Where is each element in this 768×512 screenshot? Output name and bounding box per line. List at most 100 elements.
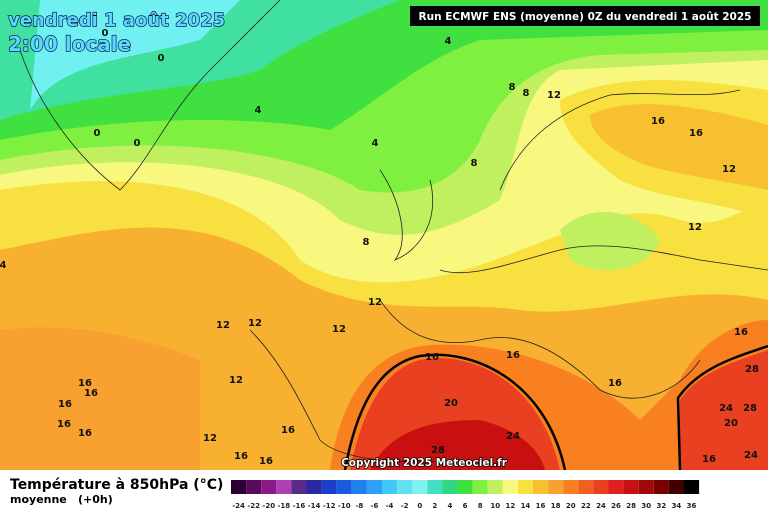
contour-label: 12 <box>368 297 382 308</box>
colorbar-swatch <box>231 480 247 494</box>
colorbar-swatch <box>548 480 564 494</box>
contour-label: 12 <box>547 90 561 101</box>
colorbar-tick: -12 <box>323 502 336 510</box>
contour-label: 16 <box>689 128 703 139</box>
contour-label: 24 <box>719 403 733 414</box>
colorbar-swatch <box>623 480 639 494</box>
map-fields <box>0 0 768 470</box>
colorbar-tick: 14 <box>521 502 531 510</box>
contour-label: 12 <box>722 164 736 175</box>
colorbar-tick: -16 <box>293 502 306 510</box>
colorbar-swatch <box>366 480 382 494</box>
colorbar-swatch <box>593 480 609 494</box>
colorbar-swatch <box>427 480 443 494</box>
colorbar-tick: 26 <box>611 502 621 510</box>
contour-label: 16 <box>259 456 273 467</box>
colorbar: -24 -22 -20 -18 -16 -14 -12 -10 -8 -6 -4 -2 0 2 4 6 8 10 1… <box>231 480 700 510</box>
contour-label: 4 <box>255 105 262 116</box>
colorbar-swatch <box>276 480 292 494</box>
colorbar-swatch <box>351 480 367 494</box>
contour-label: 20 <box>444 398 458 409</box>
run-info: Run ECMWF ENS (moyenne) 0Z du vendredi 1… <box>419 11 752 23</box>
contour-label: 0 <box>158 53 165 64</box>
contour-label: 16 <box>78 428 92 439</box>
contour-label: 4 <box>372 138 379 149</box>
colorbar-swatch <box>653 480 669 494</box>
colorbar-tick: -8 <box>355 502 363 510</box>
contour-label: 12 <box>203 433 217 444</box>
colorbar-swatch <box>261 480 277 494</box>
contour-label: 24 <box>506 431 520 442</box>
colorbar-swatch <box>457 480 473 494</box>
colorbar-swatch <box>246 480 262 494</box>
colorbar-tick: 24 <box>596 502 606 510</box>
contour-label: 16 <box>78 378 92 389</box>
colorbar-swatch <box>608 480 624 494</box>
contour-label: 8 <box>471 158 478 169</box>
contour-label: 28 <box>743 403 757 414</box>
contour-label: 8 <box>509 82 516 93</box>
colorbar-tick: 32 <box>656 502 666 510</box>
map-date: vendredi 1 août 2025 <box>8 10 225 31</box>
contour-label: 28 <box>431 445 445 456</box>
colorbar-tick: 30 <box>641 502 651 510</box>
contour-label: 12 <box>688 222 702 233</box>
colorbar-tick: -2 <box>401 502 409 510</box>
colorbar-tick: 4 <box>448 502 453 510</box>
colorbar-swatch <box>306 480 322 494</box>
contour-label: 0 <box>94 128 101 139</box>
colorbar-tick: 22 <box>581 502 591 510</box>
colorbar-tick: 10 <box>490 502 500 510</box>
colorbar-swatch <box>517 480 533 494</box>
colorbar-tick: -22 <box>247 502 260 510</box>
contour-label: 0 <box>102 28 109 39</box>
contour-label: 16 <box>506 350 520 361</box>
colorbar-swatch <box>412 480 428 494</box>
colorbar-swatch <box>321 480 337 494</box>
colorbar-tick: 16 <box>536 502 546 510</box>
contour-label: 12 <box>248 318 262 329</box>
contour-label: 4 <box>0 260 7 271</box>
contour-label: 12 <box>216 320 230 331</box>
run-box <box>410 6 760 26</box>
colorbar-tick: 34 <box>672 502 682 510</box>
colorbar-swatch <box>684 480 700 494</box>
colorbar-tick: 12 <box>505 502 515 510</box>
colorbar-tick: 18 <box>551 502 561 510</box>
contour-label: 16 <box>57 419 71 430</box>
legend-lead: (+0h) <box>78 493 113 506</box>
contour-label: 16 <box>84 388 98 399</box>
colorbar-swatch <box>668 480 684 494</box>
colorbar-tick: -4 <box>386 502 394 510</box>
colorbar-tick: 2 <box>432 502 437 510</box>
colorbar-swatch <box>442 480 458 494</box>
colorbar-swatch <box>472 480 488 494</box>
contour-label: 16 <box>734 327 748 338</box>
contour-label: 4 <box>445 36 452 47</box>
colorbar-tick: 8 <box>478 502 483 510</box>
contour-label: 28 <box>745 364 759 375</box>
colorbar-tick: -6 <box>371 502 379 510</box>
contour-label: 24 <box>744 450 758 461</box>
colorbar-tick: -14 <box>308 502 321 510</box>
colorbar-tick: -10 <box>338 502 351 510</box>
colorbar-tick: 0 <box>417 502 422 510</box>
contour-label: 8 <box>363 237 370 248</box>
copyright: Copyright 2025 Meteociel.fr <box>341 457 508 469</box>
colorbar-tick: 36 <box>687 502 697 510</box>
colorbar-tick: 20 <box>566 502 576 510</box>
colorbar-swatch <box>382 480 398 494</box>
coastlines <box>19 0 768 463</box>
colorbar-tick: -18 <box>278 502 291 510</box>
contour-label: 12 <box>229 375 243 386</box>
legend-title: Température à 850hPa (°C) <box>10 477 223 493</box>
contour-label: 16 <box>281 425 295 436</box>
map-time: 2:00 locale <box>8 32 131 56</box>
contour-label: 16 <box>58 399 72 410</box>
colorbar-swatch <box>638 480 654 494</box>
colorbar-swatch <box>563 480 579 494</box>
colorbar-swatch <box>502 480 518 494</box>
legend-subtitle: moyenne <box>10 493 67 506</box>
